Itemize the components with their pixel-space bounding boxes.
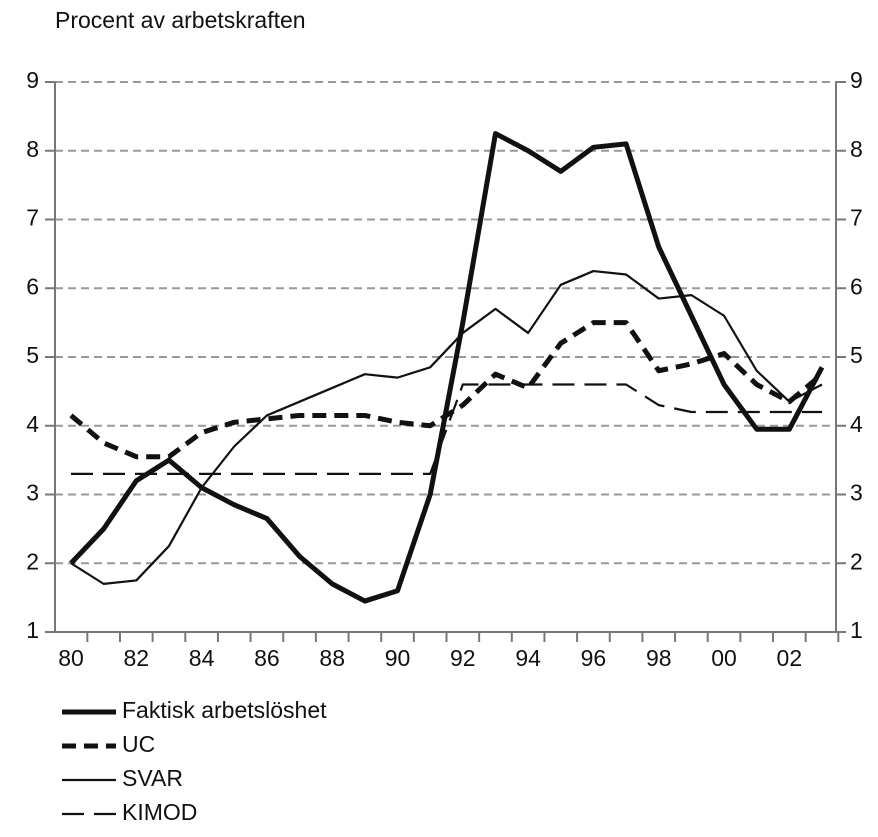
x-tick-label: 02 [777, 645, 803, 671]
y-tick-label: 9 [26, 67, 39, 93]
x-tick-label: 00 [711, 645, 737, 671]
y-tick-label: 3 [26, 480, 39, 506]
y2-tick-label: 3 [850, 480, 863, 506]
x-tick-label: 90 [385, 645, 411, 671]
x-tick-label: 84 [189, 645, 215, 671]
series-line [69, 320, 824, 460]
y-tick-label: 4 [26, 411, 39, 437]
y2-tick-label: 6 [850, 273, 863, 299]
y-tick-label: 1 [26, 617, 39, 643]
y2-tick-label: 2 [850, 548, 863, 574]
y2-tick-label: 5 [850, 342, 863, 368]
y-tick-label: 7 [26, 205, 39, 231]
legend-label: SVAR [122, 765, 183, 791]
x-tick-label: 96 [581, 645, 607, 671]
y2-tick-label: 7 [850, 205, 863, 231]
y-tick-label: 6 [26, 273, 39, 299]
legend-label: UC [122, 731, 155, 757]
y2-tick-label: 1 [850, 617, 863, 643]
series-line [70, 269, 823, 585]
x-tick-label: 88 [319, 645, 345, 671]
y2-tick-label: 8 [850, 136, 863, 162]
x-tick-label: 86 [254, 645, 280, 671]
y2-tick-label: 4 [850, 411, 863, 437]
x-tick-label: 80 [58, 645, 84, 671]
y-tick-label: 8 [26, 136, 39, 162]
x-tick-label: 92 [450, 645, 476, 671]
y-tick-label: 5 [26, 342, 39, 368]
chart-title: Procent av arbetskraften [55, 7, 306, 33]
x-tick-label: 82 [124, 645, 150, 671]
y2-tick-label: 9 [850, 67, 863, 93]
x-tick-label: 98 [646, 645, 672, 671]
series-line [69, 131, 825, 604]
legend-label: Faktisk arbetslöshet [122, 697, 327, 723]
legend-label: KIMOD [122, 799, 197, 825]
y-tick-label: 2 [26, 548, 39, 574]
x-tick-label: 94 [515, 645, 541, 671]
